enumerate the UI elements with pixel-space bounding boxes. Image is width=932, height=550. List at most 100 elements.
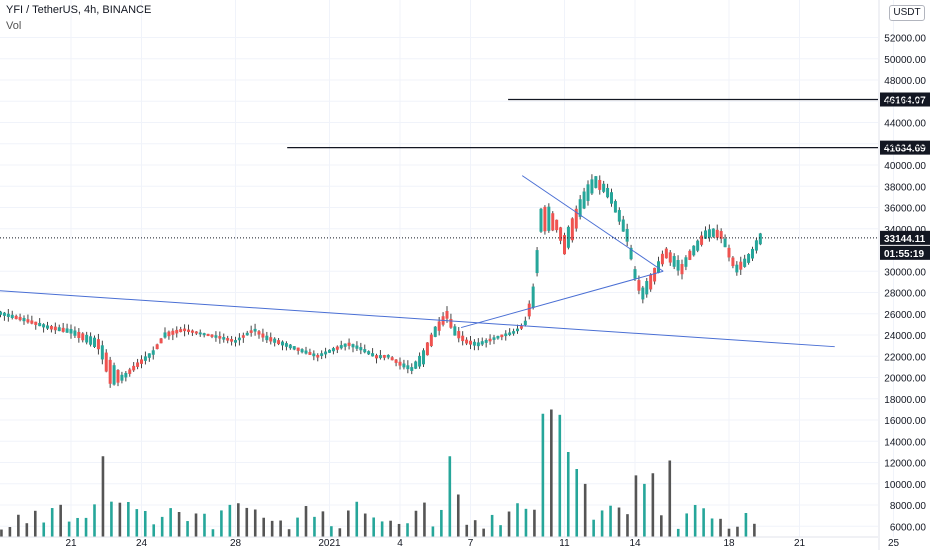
candle-body (480, 341, 484, 345)
candle-body (519, 326, 523, 329)
candle-body (676, 260, 680, 271)
volume-bar (270, 520, 274, 537)
volume-bar (719, 518, 722, 537)
volume-bar (118, 502, 122, 537)
candle-body (543, 206, 547, 232)
candle-body (277, 340, 281, 345)
volume-bar (473, 520, 477, 537)
volume-bar (84, 517, 88, 537)
candle-body (457, 331, 461, 339)
price-tick-label: 48000.00 (884, 76, 926, 87)
candle-body (496, 335, 500, 339)
time-tick-label: 24 (136, 538, 148, 549)
candle-body (422, 350, 425, 365)
candle-body (140, 359, 143, 364)
candle-body (128, 369, 132, 374)
volume-bar (397, 523, 401, 537)
volume-bar (110, 501, 113, 537)
candle-body (555, 219, 559, 231)
level-label: 46164.07 (884, 96, 926, 107)
candle-body (77, 331, 81, 338)
currency-badge[interactable]: USDT (889, 5, 925, 21)
volume-bar (287, 529, 291, 537)
candle-body (551, 213, 555, 231)
candle-body (65, 328, 69, 333)
candle-body (46, 325, 49, 329)
candle-body (512, 331, 516, 334)
volume-bar (59, 504, 62, 537)
price-tick-label: 52000.00 (884, 34, 926, 45)
volume-bar (533, 509, 536, 537)
candle-body (281, 341, 284, 346)
price-tick-label: 40000.00 (884, 161, 926, 172)
candle-body (570, 218, 574, 241)
candle-body (10, 314, 14, 318)
volume-bar (414, 510, 418, 537)
candle-body (234, 340, 237, 343)
candle-body (38, 322, 42, 327)
candle-body (296, 347, 300, 351)
volume-bar (347, 510, 350, 537)
candle-body (390, 357, 394, 361)
volume-bar (203, 513, 206, 537)
candle-body (625, 228, 629, 242)
volume-bar (143, 510, 147, 537)
candle-body (547, 206, 551, 231)
candle-body (629, 247, 633, 260)
level-label: 41634.69 (884, 144, 926, 155)
volume-bar (321, 511, 325, 537)
time-tick-label: 18 (723, 538, 735, 549)
candle-body (124, 372, 128, 378)
candle-body (143, 356, 147, 361)
price-tick-label: 50000.00 (884, 55, 926, 66)
candle-body (402, 363, 406, 368)
candle-body (731, 257, 735, 267)
price-tick-label: 36000.00 (884, 204, 926, 215)
price-tick-label: 24000.00 (884, 331, 926, 342)
volume-bar (67, 521, 71, 537)
candle-body (743, 258, 747, 267)
candle-body (590, 179, 594, 194)
volume-bar (592, 519, 595, 537)
chart-title: YFI / TetherUS, 4h, BINANCE (6, 4, 152, 16)
volume-bar (651, 473, 655, 537)
candle-body (320, 353, 324, 356)
candle-body (284, 343, 288, 347)
candle-body (751, 248, 754, 259)
candle-body (304, 350, 308, 354)
candle-body (187, 329, 190, 332)
candle-body (657, 261, 660, 273)
candle-body (602, 183, 606, 192)
candle-body (104, 352, 108, 372)
volume-bar (228, 504, 232, 537)
candle-body (73, 330, 77, 336)
price-tick-label: 22000.00 (884, 352, 926, 363)
volume-bar (313, 516, 316, 537)
volume-bar (330, 526, 333, 537)
volume-bar (685, 513, 688, 537)
price-tick-label: 26000.00 (884, 310, 926, 321)
candle-body (202, 333, 206, 336)
candle-body (171, 330, 175, 335)
candle-body (504, 333, 508, 337)
candle-body (347, 342, 351, 346)
price-tick-label: 6000.00 (890, 522, 927, 533)
price-axis: 46164.07 41634.69 33144.11 01:55:19 52000.00… (878, 0, 930, 550)
price-tick-label: 16000.00 (884, 416, 926, 427)
candle-body (437, 321, 441, 331)
volume-bar (220, 510, 223, 537)
candle-body (179, 329, 183, 333)
volume-bar (279, 520, 282, 537)
candle-body (696, 240, 700, 251)
volume-bar (25, 523, 29, 537)
price-tick-label: 12000.00 (884, 459, 926, 470)
volume-bar (101, 456, 105, 537)
candle-body (649, 274, 653, 290)
candle-body (339, 345, 343, 349)
candle-bodies (0, 176, 762, 385)
volume-bar (456, 494, 460, 537)
candle-body (563, 235, 566, 255)
candle-body (214, 335, 218, 338)
volume-bar (693, 504, 697, 537)
